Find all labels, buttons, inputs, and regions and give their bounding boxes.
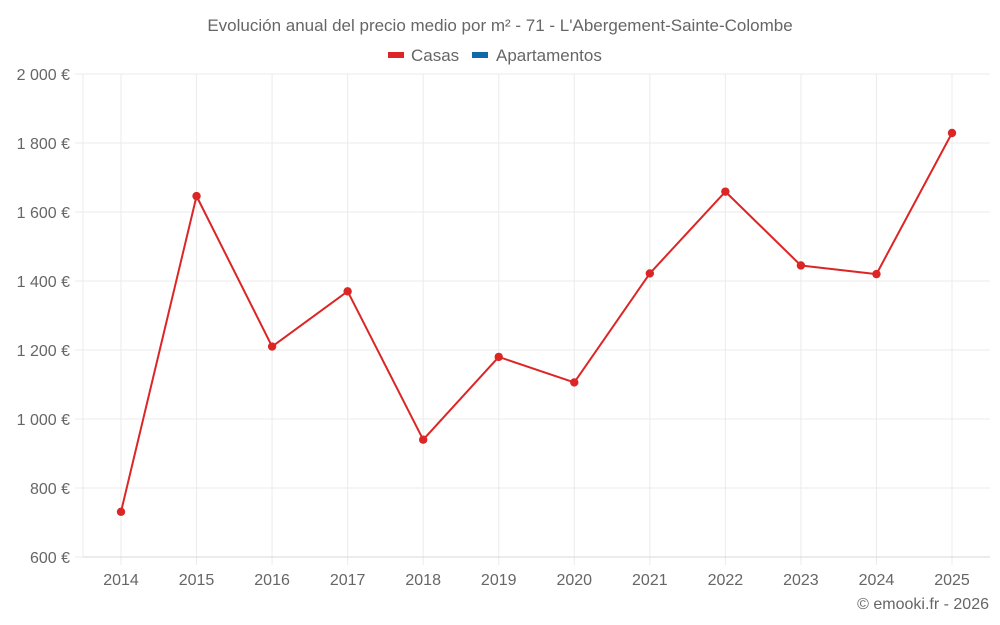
legend-item-apartamentos[interactable]: Apartamentos: [472, 46, 602, 65]
x-tick-label: 2025: [934, 572, 970, 589]
y-tick-label: 1 400 €: [17, 274, 70, 291]
x-axis-labels: 2014 2015 2016 2017 2018 2019 2020 2021 2022 2023…: [103, 572, 970, 589]
x-tick-label: 2022: [708, 572, 744, 589]
legend-swatch-casas: [388, 52, 404, 58]
legend-label-casas: Casas: [411, 46, 459, 65]
x-tick-label: 2015: [179, 572, 215, 589]
data-point[interactable]: [947, 128, 957, 138]
x-tick-label: 2023: [783, 572, 819, 589]
data-point[interactable]: [192, 191, 201, 201]
data-point[interactable]: [494, 352, 503, 362]
y-tick-label: 1 600 €: [17, 205, 70, 222]
y-tick-label: 1 000 €: [17, 412, 70, 429]
x-tick-label: 2017: [330, 572, 366, 589]
y-tick-label: 600 €: [30, 550, 70, 567]
x-tick-label: 2019: [481, 572, 517, 589]
data-point[interactable]: [796, 261, 806, 270]
x-gridlines: [82, 74, 953, 565]
y-tick-label: 1 200 €: [17, 343, 70, 360]
y-gridlines: [75, 73, 990, 558]
data-point[interactable]: [721, 187, 730, 196]
y-tick-label: 2 000 €: [17, 67, 70, 84]
legend-label-apartamentos: Apartamentos: [496, 46, 602, 65]
x-tick-label: 2014: [103, 572, 139, 589]
y-axis-labels: 600 € 800 € 1 000 € 1 200 € 1 400 € 1 600 € 1 …: [17, 67, 70, 567]
x-tick-label: 2021: [632, 572, 668, 589]
series-casas: [116, 128, 957, 517]
x-tick-label: 2016: [254, 572, 290, 589]
data-point[interactable]: [418, 435, 428, 444]
copyright-footer: © emooki.fr - 2026: [857, 596, 989, 613]
series-line: [120, 132, 953, 513]
data-point[interactable]: [570, 378, 579, 387]
chart-title: Evolución anual del precio medio por m² …: [207, 16, 792, 35]
x-tick-label: 2020: [556, 572, 592, 589]
data-point[interactable]: [872, 269, 881, 279]
legend-item-casas[interactable]: Casas: [388, 46, 459, 65]
data-point[interactable]: [116, 507, 126, 517]
x-tick-label: 2024: [859, 572, 895, 589]
legend-swatch-apartamentos: [472, 52, 488, 58]
data-point[interactable]: [267, 342, 277, 351]
y-tick-label: 800 €: [30, 481, 70, 498]
legend: Casas Apartamentos: [388, 46, 602, 65]
y-tick-label: 1 800 €: [17, 136, 70, 153]
data-point[interactable]: [645, 269, 655, 278]
data-point[interactable]: [343, 287, 352, 296]
x-tick-label: 2018: [405, 572, 441, 589]
